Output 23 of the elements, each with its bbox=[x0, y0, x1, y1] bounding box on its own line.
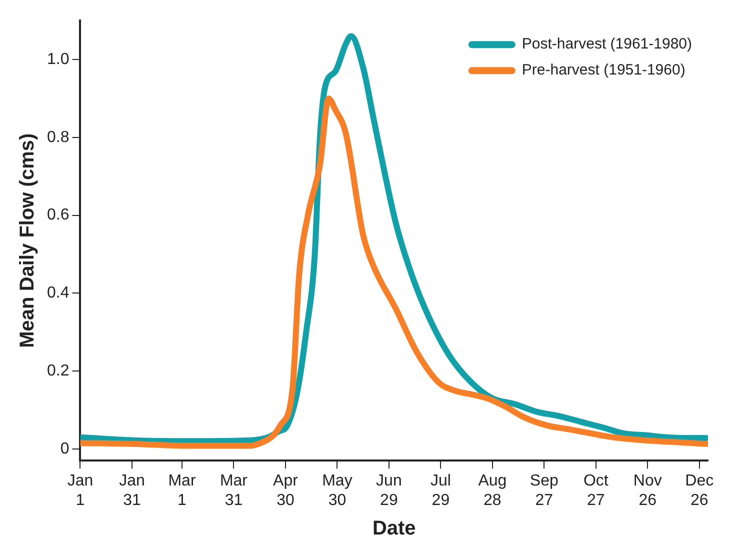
legend-label: Post-harvest (1961-1980) bbox=[522, 36, 692, 53]
y-tick-label: 0.8 bbox=[46, 128, 70, 146]
y-tick-label: 0 bbox=[60, 440, 70, 458]
y-tick-label: 1.0 bbox=[46, 50, 70, 68]
x-tick-label: Nov 26 bbox=[633, 472, 662, 509]
x-tick-label: May 30 bbox=[322, 472, 352, 509]
x-axis-title: Date bbox=[372, 518, 416, 540]
y-tick-label: 0.4 bbox=[46, 284, 70, 302]
y-axis-title: Mean Daily Flow (cms) bbox=[16, 133, 39, 348]
x-tick-label: Aug 28 bbox=[478, 472, 507, 509]
y-tick-label: 0.2 bbox=[46, 362, 70, 380]
x-tick-label: Mar 1 bbox=[168, 472, 196, 509]
x-tick-label: Dec 26 bbox=[685, 472, 714, 509]
x-tick-label: Jan 31 bbox=[119, 472, 145, 509]
x-tick-label: Jun 29 bbox=[376, 472, 402, 509]
x-tick-label: Apr 30 bbox=[273, 472, 299, 509]
x-tick-label: Sep 27 bbox=[530, 472, 558, 509]
legend-label: Pre-harvest (1951-1960) bbox=[522, 62, 686, 79]
x-tick-label: Mar 31 bbox=[220, 472, 248, 509]
x-tick-label: Oct 27 bbox=[583, 472, 609, 509]
x-tick-label: Jul 29 bbox=[430, 472, 451, 509]
x-tick-label: Jan 1 bbox=[67, 472, 94, 509]
y-tick-label: 0.6 bbox=[46, 206, 70, 224]
